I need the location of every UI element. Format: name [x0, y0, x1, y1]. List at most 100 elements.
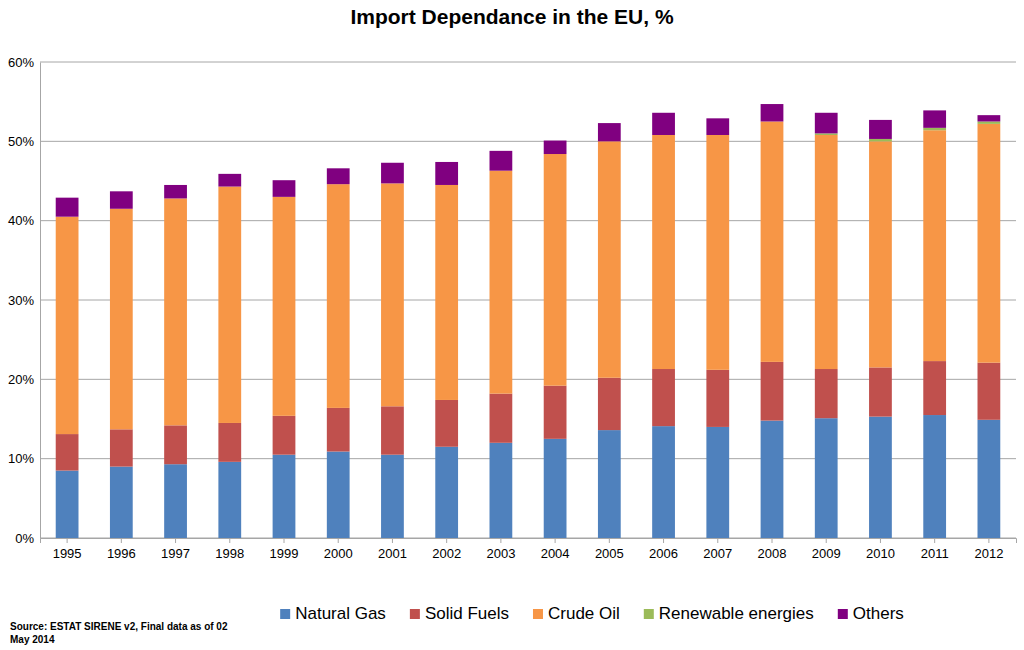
x-tick-label: 2003 — [486, 546, 515, 561]
bar-segment — [978, 122, 1001, 124]
grid — [40, 62, 1016, 538]
x-tick-label: 2009 — [812, 546, 841, 561]
bar-segment — [490, 171, 513, 394]
bar-segment — [164, 198, 187, 425]
bar-segment — [815, 135, 838, 369]
bar-segment — [56, 471, 79, 538]
bar-segment — [110, 191, 133, 208]
x-axis-line — [41, 539, 1017, 544]
bar-segment — [273, 180, 296, 197]
bar-segment — [273, 416, 296, 455]
legend-label: Crude Oil — [548, 604, 620, 623]
bar-segment — [490, 443, 513, 538]
y-tick-label: 20% — [8, 372, 34, 387]
bar-segment — [327, 452, 350, 538]
bar-segment — [327, 408, 350, 452]
bar-segment — [815, 418, 838, 538]
bar-segment — [544, 141, 567, 154]
x-tick-mark — [934, 538, 935, 543]
x-tick-mark — [338, 538, 339, 543]
x-tick-label: 2002 — [432, 546, 461, 561]
x-tick-label: 1997 — [161, 546, 190, 561]
bar-segment — [923, 361, 946, 415]
y-tick: 50% — [8, 134, 40, 149]
legend-swatch — [533, 609, 543, 619]
bar-segment — [381, 183, 404, 406]
x-tick: 2009 — [812, 538, 841, 561]
x-tick: 1996 — [107, 538, 136, 561]
x-tick-mark — [609, 538, 610, 543]
y-tick: 20% — [8, 372, 40, 387]
title: Import Dependance in the EU, % — [350, 5, 674, 28]
bar-segment — [435, 185, 458, 400]
legend-label: Others — [853, 604, 904, 623]
bar-segment — [327, 184, 350, 408]
x-tick-label: 1998 — [215, 546, 244, 561]
x-tick: 2005 — [595, 538, 624, 561]
y-axis: 0%10%20%30%40%50%60% — [8, 55, 41, 546]
bar-segment — [923, 415, 946, 538]
x-tick-mark — [67, 538, 68, 543]
bar-segment — [218, 174, 241, 187]
y-tick: 10% — [8, 451, 40, 466]
y-tick-label: 50% — [8, 134, 34, 149]
x-tick-mark — [555, 538, 556, 543]
legend-item: Solid Fuels — [410, 604, 509, 623]
bar-segment — [490, 394, 513, 443]
x-tick: 2000 — [324, 538, 353, 561]
bar-segment — [435, 162, 458, 185]
x-tick: 2006 — [649, 538, 678, 561]
chart: Import Dependance in the EU, %0%10%20%30… — [0, 0, 1024, 650]
bar-segment — [706, 370, 729, 427]
bar-segment — [164, 425, 187, 464]
bar-segment — [598, 430, 621, 538]
legend-item: Others — [838, 604, 904, 623]
y-tick-label: 10% — [8, 451, 34, 466]
y-axis-line — [40, 63, 41, 539]
bar-segment — [869, 417, 892, 538]
source-note: Source: ESTAT SIRENE v2, Final data as o… — [10, 621, 228, 632]
y-tick-label: 60% — [8, 55, 34, 70]
bar-segment — [978, 420, 1001, 538]
bar-segment — [598, 378, 621, 430]
bar-segment — [978, 124, 1001, 363]
y-tick-label: 0% — [15, 531, 34, 546]
bar-segment — [978, 115, 1001, 121]
bar-segment — [56, 217, 79, 434]
bars — [56, 104, 1001, 538]
bar-segment — [56, 198, 79, 217]
x-tick-label: 2006 — [649, 546, 678, 561]
plot: 0%10%20%30%40%50%60%19951996199719981999… — [8, 55, 1017, 562]
bar-segment — [706, 135, 729, 370]
bar-segment — [218, 423, 241, 462]
legend-label: Solid Fuels — [425, 604, 509, 623]
x-tick-label: 2005 — [595, 546, 624, 561]
x-tick: 2010 — [866, 538, 895, 561]
bar-segment — [273, 197, 296, 416]
x-tick-mark — [988, 538, 989, 543]
x-tick-mark — [229, 538, 230, 543]
source-note: May 2014 — [10, 634, 55, 645]
bar-segment — [544, 439, 567, 538]
y-tick: 40% — [8, 213, 40, 228]
legend-item: Crude Oil — [533, 604, 620, 623]
x-tick-label: 2007 — [703, 546, 732, 561]
x-tick: 1995 — [53, 538, 82, 561]
x-tick-label: 2000 — [324, 546, 353, 561]
bar-segment — [978, 363, 1001, 420]
x-tick-mark — [175, 538, 176, 543]
bar-segment — [869, 120, 892, 139]
x-tick: 2001 — [378, 538, 407, 561]
bar-segment — [56, 434, 79, 470]
x-tick: 1997 — [161, 538, 190, 561]
bar-segment — [652, 369, 675, 426]
x-axis: 1995199619971998199920002001200220032004… — [41, 538, 1017, 561]
bar-segment — [761, 421, 784, 538]
bar-segment — [544, 386, 567, 439]
x-tick: 1999 — [270, 538, 299, 561]
bar-segment — [381, 406, 404, 454]
legend-item: Renewable energies — [644, 604, 814, 623]
x-tick-mark — [392, 538, 393, 543]
bar-segment — [327, 168, 350, 184]
x-tick: 2008 — [758, 538, 787, 561]
